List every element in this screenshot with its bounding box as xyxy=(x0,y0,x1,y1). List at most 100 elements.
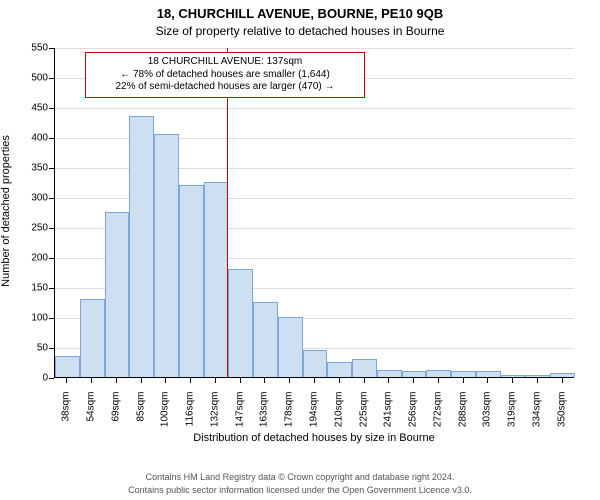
footer-line-2: Contains public sector information licen… xyxy=(0,485,600,495)
x-tick-label: 350sqm xyxy=(556,392,567,442)
x-tick-mark xyxy=(438,378,439,383)
y-tick-label: 350 xyxy=(20,163,48,174)
y-tick-label: 50 xyxy=(20,343,48,354)
x-tick-mark xyxy=(487,378,488,383)
x-tick-mark xyxy=(413,378,414,383)
annotation-box: 18 CHURCHILL AVENUE: 137sqm← 78% of deta… xyxy=(85,52,365,98)
x-tick-label: 194sqm xyxy=(309,392,320,442)
x-tick-mark xyxy=(289,378,290,383)
x-tick-mark xyxy=(91,378,92,383)
histogram-bar xyxy=(426,370,451,377)
x-tick-mark xyxy=(264,378,265,383)
x-tick-label: 38sqm xyxy=(61,392,72,442)
y-tick-label: 450 xyxy=(20,103,48,114)
x-tick-label: 319sqm xyxy=(507,392,518,442)
x-tick-label: 334sqm xyxy=(531,392,542,442)
y-tick-mark xyxy=(49,168,54,169)
x-tick-mark xyxy=(165,378,166,383)
y-tick-label: 500 xyxy=(20,73,48,84)
histogram-bar xyxy=(105,212,130,377)
y-tick-label: 250 xyxy=(20,223,48,234)
plot-area xyxy=(54,48,574,378)
x-tick-mark xyxy=(562,378,563,383)
y-tick-mark xyxy=(49,48,54,49)
y-tick-mark xyxy=(49,348,54,349)
x-tick-label: 178sqm xyxy=(284,392,295,442)
histogram-bar xyxy=(451,371,476,377)
y-tick-mark xyxy=(49,138,54,139)
x-tick-mark xyxy=(66,378,67,383)
x-tick-mark xyxy=(364,378,365,383)
histogram-bar xyxy=(80,299,105,377)
x-tick-label: 272sqm xyxy=(432,392,443,442)
x-tick-label: 288sqm xyxy=(457,392,468,442)
x-tick-mark xyxy=(388,378,389,383)
annotation-line: 18 CHURCHILL AVENUE: 137sqm xyxy=(92,56,358,69)
histogram-bar xyxy=(55,356,80,377)
x-tick-mark xyxy=(190,378,191,383)
histogram-bar xyxy=(525,375,550,377)
y-axis-label: Number of detached properties xyxy=(0,111,12,311)
x-tick-mark xyxy=(141,378,142,383)
footer-line-1: Contains HM Land Registry data © Crown c… xyxy=(0,472,600,482)
histogram-bar xyxy=(278,317,303,377)
histogram-bar xyxy=(204,182,229,377)
histogram-bar xyxy=(501,375,526,377)
x-tick-mark xyxy=(463,378,464,383)
histogram-bar xyxy=(377,370,402,377)
x-tick-label: 163sqm xyxy=(259,392,270,442)
histogram-bar xyxy=(228,269,253,377)
histogram-bar xyxy=(253,302,278,377)
y-tick-label: 0 xyxy=(20,373,48,384)
y-tick-label: 200 xyxy=(20,253,48,264)
annotation-line: 22% of semi-detached houses are larger (… xyxy=(92,81,358,94)
y-tick-mark xyxy=(49,78,54,79)
x-tick-mark xyxy=(314,378,315,383)
x-tick-label: 241sqm xyxy=(383,392,394,442)
x-tick-label: 225sqm xyxy=(358,392,369,442)
y-tick-label: 550 xyxy=(20,43,48,54)
histogram-bar xyxy=(303,350,328,377)
histogram-bar xyxy=(129,116,154,377)
histogram-bar xyxy=(352,359,377,377)
x-tick-label: 116sqm xyxy=(185,392,196,442)
x-tick-mark xyxy=(512,378,513,383)
y-tick-label: 400 xyxy=(20,133,48,144)
y-tick-mark xyxy=(49,378,54,379)
x-tick-mark xyxy=(537,378,538,383)
y-tick-mark xyxy=(49,228,54,229)
x-tick-label: 210sqm xyxy=(333,392,344,442)
x-tick-mark xyxy=(116,378,117,383)
histogram-bar xyxy=(402,371,427,377)
x-tick-mark xyxy=(215,378,216,383)
x-tick-label: 303sqm xyxy=(482,392,493,442)
x-tick-label: 100sqm xyxy=(160,392,171,442)
gridline xyxy=(55,48,574,49)
histogram-bar xyxy=(179,185,204,377)
y-tick-label: 300 xyxy=(20,193,48,204)
y-tick-mark xyxy=(49,318,54,319)
y-tick-label: 100 xyxy=(20,313,48,324)
gridline xyxy=(55,108,574,109)
y-tick-mark xyxy=(49,288,54,289)
x-tick-label: 256sqm xyxy=(408,392,419,442)
x-tick-label: 54sqm xyxy=(86,392,97,442)
x-tick-mark xyxy=(339,378,340,383)
x-tick-label: 132sqm xyxy=(209,392,220,442)
histogram-bar xyxy=(154,134,179,377)
y-tick-mark xyxy=(49,108,54,109)
x-tick-mark xyxy=(240,378,241,383)
y-tick-mark xyxy=(49,198,54,199)
y-tick-mark xyxy=(49,258,54,259)
x-tick-label: 147sqm xyxy=(234,392,245,442)
chart-title: 18, CHURCHILL AVENUE, BOURNE, PE10 9QB xyxy=(0,6,600,21)
size-distribution-chart: 18, CHURCHILL AVENUE, BOURNE, PE10 9QB S… xyxy=(0,0,600,500)
histogram-bar xyxy=(476,371,501,377)
histogram-bar xyxy=(550,373,575,377)
x-tick-label: 85sqm xyxy=(135,392,146,442)
x-tick-label: 69sqm xyxy=(110,392,121,442)
y-tick-label: 150 xyxy=(20,283,48,294)
histogram-bar xyxy=(327,362,352,377)
annotation-line: ← 78% of detached houses are smaller (1,… xyxy=(92,69,358,82)
chart-subtitle: Size of property relative to detached ho… xyxy=(0,24,600,38)
